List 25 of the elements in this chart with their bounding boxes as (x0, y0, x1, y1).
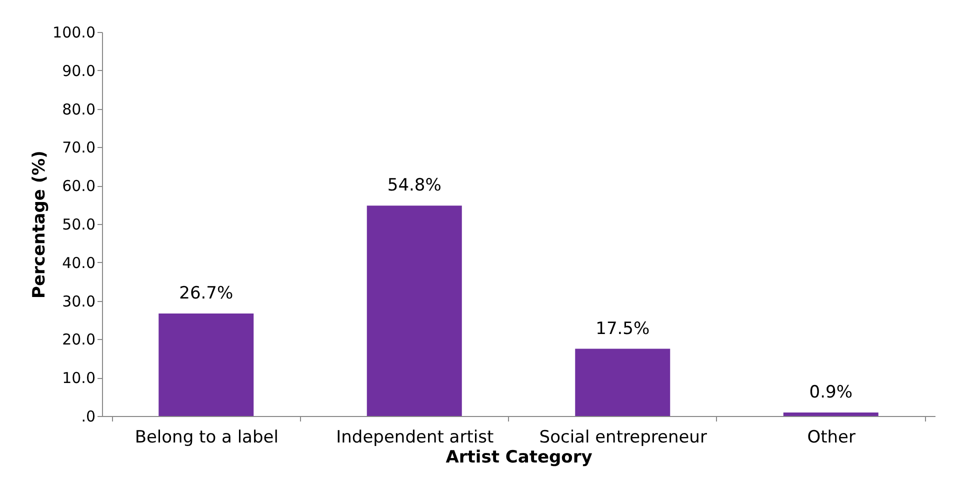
y-tick-label: 30.0 (62, 292, 96, 310)
y-tick-label: 60.0 (62, 177, 96, 196)
y-tick-label: 70.0 (62, 138, 96, 157)
bar (575, 348, 670, 416)
x-tick-label: Independent artist (336, 428, 494, 448)
y-tick-label: 100.0 (52, 24, 96, 42)
x-tick-label: Other (807, 428, 856, 448)
y-tick-label: 90.0 (62, 62, 96, 80)
data-label: 17.5% (596, 318, 650, 339)
y-tick-label: .0 (81, 408, 96, 426)
y-axis-title: Percentage (%) (30, 150, 50, 298)
data-label: 0.9% (809, 382, 852, 403)
y-tick-label: 10.0 (62, 369, 96, 388)
y-tick-label: 20.0 (62, 330, 96, 349)
x-tick-label: Belong to a label (134, 428, 278, 448)
data-label: 26.7% (179, 283, 234, 304)
data-label: 54.8% (387, 176, 442, 196)
y-tick-label: 50.0 (62, 216, 96, 234)
x-tick-label: Social entrepreneur (539, 428, 707, 448)
bar (783, 412, 878, 416)
bar (366, 206, 462, 416)
y-tick-label: 80.0 (62, 100, 96, 118)
y-tick-label: 40.0 (62, 254, 96, 272)
bar (158, 313, 254, 416)
x-axis-title: Artist Category (446, 448, 592, 468)
